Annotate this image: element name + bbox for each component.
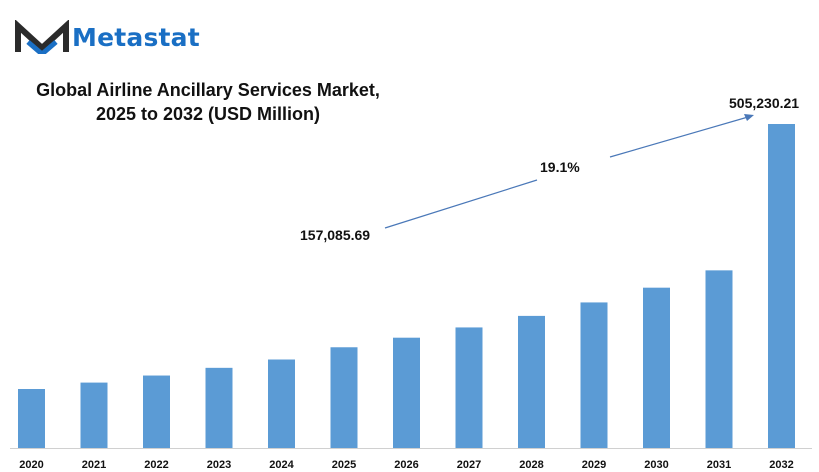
x-tick-2021: 2021 <box>82 459 106 471</box>
x-tick-2025: 2025 <box>332 459 356 471</box>
trend-line-right <box>609 116 749 158</box>
brand-name: Metastat <box>72 22 200 52</box>
bar-2029 <box>580 302 608 448</box>
bar-2022 <box>143 375 170 448</box>
trend-line-left <box>384 179 538 229</box>
bar-2027 <box>455 327 483 448</box>
bar-2021 <box>80 382 108 448</box>
brand-logo: Metastat <box>14 20 200 54</box>
chart-title: Global Airline Ancillary Services Market… <box>20 78 396 126</box>
bar-2030 <box>643 287 670 448</box>
bar-2032 <box>768 124 795 448</box>
bar-2024 <box>268 359 295 448</box>
annotation-start-value: 157,085.69 <box>300 227 370 243</box>
metastat-m-logo-icon <box>15 20 69 54</box>
annotation-end-value: 505,230.21 <box>729 95 799 111</box>
x-tick-2032: 2032 <box>769 459 793 471</box>
bar-2020 <box>18 389 45 448</box>
bar-2025 <box>330 347 358 448</box>
bar-2023 <box>205 367 233 448</box>
x-tick-2024: 2024 <box>269 459 294 471</box>
x-tick-2030: 2030 <box>644 459 668 471</box>
x-tick-2020: 2020 <box>19 459 43 471</box>
x-tick-2028: 2028 <box>519 459 543 471</box>
x-tick-2029: 2029 <box>582 459 606 471</box>
chart-title-line-1: Global Airline Ancillary Services Market… <box>36 80 380 100</box>
x-tick-2023: 2023 <box>207 459 231 471</box>
x-tick-2022: 2022 <box>144 459 168 471</box>
bar-2031 <box>705 270 733 448</box>
bar-2028 <box>518 315 545 448</box>
x-tick-2031: 2031 <box>707 459 731 471</box>
bar-2026 <box>393 337 420 448</box>
chart-title-line-2: 2025 to 2032 (USD Million) <box>95 104 321 124</box>
x-tick-2027: 2027 <box>457 459 481 471</box>
annotation-cagr: 19.1% <box>540 159 580 175</box>
x-tick-2026: 2026 <box>394 459 418 471</box>
trend-arrowhead <box>744 114 754 121</box>
